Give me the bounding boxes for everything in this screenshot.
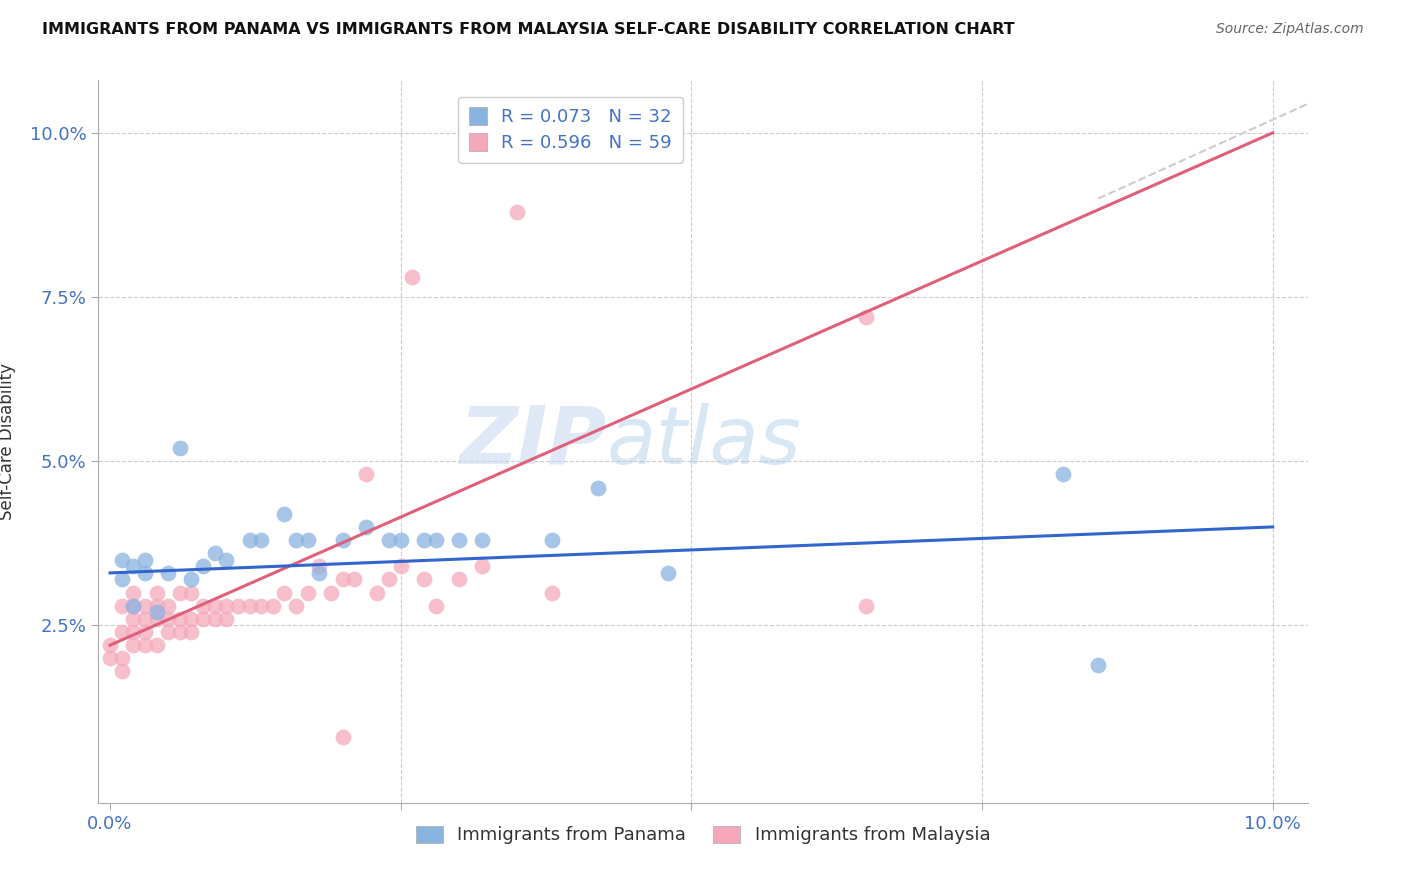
Point xyxy=(98,651,121,665)
Point xyxy=(378,533,401,547)
Point xyxy=(239,599,262,613)
Point xyxy=(471,533,494,547)
Point xyxy=(273,585,295,599)
Text: atlas: atlas xyxy=(606,402,801,481)
Point xyxy=(122,559,145,574)
Point xyxy=(250,599,273,613)
Point xyxy=(145,605,167,619)
Point xyxy=(250,533,273,547)
Point xyxy=(204,546,226,560)
Point xyxy=(122,638,145,652)
Point xyxy=(169,441,191,455)
Point xyxy=(855,599,877,613)
Point xyxy=(657,566,679,580)
Point xyxy=(157,599,180,613)
Point xyxy=(122,625,145,640)
Legend: Immigrants from Panama, Immigrants from Malaysia: Immigrants from Panama, Immigrants from … xyxy=(409,818,997,852)
Point xyxy=(401,270,423,285)
Point xyxy=(169,612,191,626)
Point xyxy=(343,573,366,587)
Point xyxy=(389,533,412,547)
Point xyxy=(157,625,180,640)
Point xyxy=(122,612,145,626)
Point xyxy=(134,553,156,567)
Point xyxy=(366,585,388,599)
Point xyxy=(413,573,436,587)
Point xyxy=(98,638,121,652)
Point xyxy=(447,533,470,547)
Point xyxy=(111,599,134,613)
Point xyxy=(122,599,145,613)
Point xyxy=(204,612,226,626)
Point xyxy=(506,204,529,219)
Point xyxy=(180,573,202,587)
Point xyxy=(540,585,562,599)
Point xyxy=(145,599,167,613)
Text: ZIP: ZIP xyxy=(458,402,606,481)
Point xyxy=(134,599,156,613)
Point xyxy=(134,612,156,626)
Point xyxy=(145,585,167,599)
Y-axis label: Self-Care Disability: Self-Care Disability xyxy=(0,363,15,520)
Point xyxy=(157,612,180,626)
Point xyxy=(226,599,249,613)
Text: Source: ZipAtlas.com: Source: ZipAtlas.com xyxy=(1216,22,1364,37)
Point xyxy=(169,585,191,599)
Point xyxy=(354,520,377,534)
Point xyxy=(471,559,494,574)
Point xyxy=(588,481,610,495)
Point xyxy=(215,599,238,613)
Point xyxy=(332,533,354,547)
Point xyxy=(157,566,180,580)
Point xyxy=(204,599,226,613)
Point xyxy=(389,559,412,574)
Point xyxy=(413,533,436,547)
Point xyxy=(134,566,156,580)
Point xyxy=(180,585,202,599)
Point xyxy=(855,310,877,324)
Point xyxy=(111,553,134,567)
Point xyxy=(180,612,202,626)
Point xyxy=(308,566,330,580)
Point xyxy=(122,585,145,599)
Point xyxy=(297,533,319,547)
Point xyxy=(191,612,214,626)
Point xyxy=(191,559,214,574)
Point xyxy=(134,625,156,640)
Point xyxy=(297,585,319,599)
Point xyxy=(447,573,470,587)
Text: IMMIGRANTS FROM PANAMA VS IMMIGRANTS FROM MALAYSIA SELF-CARE DISABILITY CORRELAT: IMMIGRANTS FROM PANAMA VS IMMIGRANTS FRO… xyxy=(42,22,1015,37)
Point xyxy=(354,467,377,482)
Point xyxy=(134,638,156,652)
Point xyxy=(425,599,447,613)
Point xyxy=(1052,467,1074,482)
Point xyxy=(145,612,167,626)
Point xyxy=(332,573,354,587)
Point xyxy=(191,599,214,613)
Point xyxy=(285,599,308,613)
Point xyxy=(540,533,562,547)
Point xyxy=(285,533,308,547)
Point xyxy=(308,559,330,574)
Point xyxy=(332,730,354,744)
Point xyxy=(145,638,167,652)
Point xyxy=(111,625,134,640)
Point xyxy=(111,651,134,665)
Point xyxy=(111,665,134,679)
Point xyxy=(319,585,342,599)
Point xyxy=(239,533,262,547)
Point xyxy=(273,507,295,521)
Point xyxy=(1087,657,1109,672)
Point xyxy=(122,599,145,613)
Point xyxy=(180,625,202,640)
Point xyxy=(425,533,447,547)
Point xyxy=(215,612,238,626)
Point xyxy=(169,625,191,640)
Point xyxy=(378,573,401,587)
Point xyxy=(111,573,134,587)
Point xyxy=(262,599,284,613)
Point xyxy=(215,553,238,567)
